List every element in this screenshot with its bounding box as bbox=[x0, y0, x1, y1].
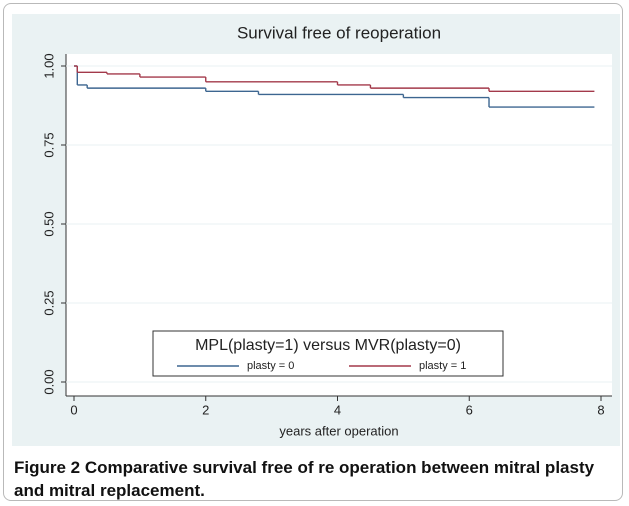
figure-frame: Survival free of reoperation years after… bbox=[3, 3, 623, 501]
legend-box bbox=[152, 330, 504, 377]
legend-label: plasty = 1 bbox=[419, 360, 466, 372]
chart-title: Survival free of reoperation bbox=[237, 23, 441, 42]
y-tick-label: 1.00 bbox=[41, 53, 56, 78]
legend-label: plasty = 0 bbox=[247, 360, 294, 372]
chart: Survival free of reoperation years after… bbox=[12, 14, 620, 446]
x-axis-label: years after operation bbox=[279, 423, 398, 438]
y-tick-label: 0.00 bbox=[41, 369, 56, 394]
x-tick-label: 6 bbox=[466, 402, 473, 417]
x-tick-label: 4 bbox=[334, 402, 341, 417]
y-tick-label: 0.50 bbox=[41, 211, 56, 236]
figure-caption: Figure 2 Comparative survival free of re… bbox=[14, 458, 595, 500]
legend-title: MPL(plasty=1) versus MVR(plasty=0) bbox=[195, 337, 461, 354]
x-tick-label: 2 bbox=[202, 402, 209, 417]
y-tick-label: 0.75 bbox=[41, 132, 56, 157]
y-tick-label: 0.25 bbox=[41, 290, 56, 315]
x-tick-label: 0 bbox=[70, 402, 77, 417]
x-tick-label: 8 bbox=[597, 402, 604, 417]
